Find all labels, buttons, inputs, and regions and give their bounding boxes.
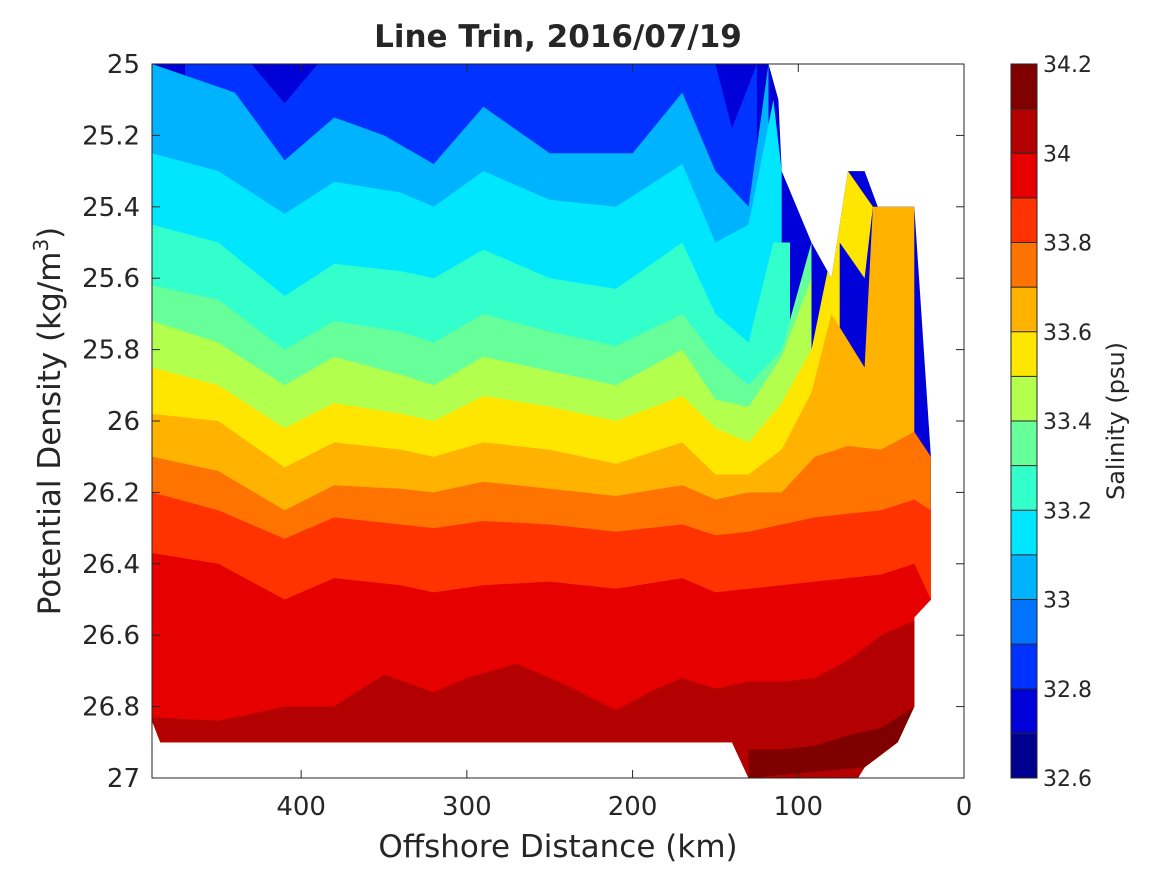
y-tick-label: 26.4 xyxy=(82,550,140,580)
salinity-contour-bands xyxy=(152,64,931,778)
colorbar-swatch xyxy=(1011,733,1037,779)
y-axis-ticks: 25 25.2 25.4 25.6 25.8 26 26.2 26.4 26.6 26.8 27 xyxy=(82,50,964,794)
chart-title: Line Trin, 2016/07/19 xyxy=(374,19,742,55)
colorbar xyxy=(1011,63,1037,779)
x-tick-label: 400 xyxy=(276,792,326,822)
colorbar-swatch xyxy=(1011,197,1037,243)
colorbar-ticks: 32.6 32.8 33 33.2 33.4 33.6 33.8 34 34.2 xyxy=(1043,53,1092,792)
colorbar-tick-label: 33.2 xyxy=(1043,499,1092,524)
colorbar-swatch xyxy=(1011,331,1037,377)
y-tick-label: 26.8 xyxy=(82,693,140,723)
colorbar-swatch xyxy=(1011,376,1037,422)
y-axis-label: Potential Density (kg/m3) xyxy=(29,227,68,616)
colorbar-swatch xyxy=(1011,688,1037,734)
y-axis-label-close: ) xyxy=(32,227,68,239)
y-tick-label: 25.8 xyxy=(82,336,140,366)
colorbar-frame xyxy=(1010,63,1038,779)
y-axis-label-superscript: 3 xyxy=(29,239,53,252)
x-axis-label: Offshore Distance (km) xyxy=(378,829,737,865)
y-tick-label: 25 xyxy=(107,50,140,80)
x-axis-ticks: 400 300 200 100 0 xyxy=(276,64,972,822)
colorbar-swatch xyxy=(1011,421,1037,467)
y-tick-label: 25.2 xyxy=(82,121,140,151)
colorbar-swatch xyxy=(1011,644,1037,690)
x-tick-label: 100 xyxy=(773,792,823,822)
colorbar-swatch xyxy=(1011,242,1037,288)
colorbar-label: Salinity (psu) xyxy=(1102,342,1130,500)
salinity-band-34 xyxy=(152,599,931,778)
y-tick-label: 26.2 xyxy=(82,478,140,508)
colorbar-swatch xyxy=(1011,64,1037,110)
colorbar-swatch xyxy=(1011,599,1037,645)
colorbar-tick-label: 34.2 xyxy=(1043,53,1092,78)
y-axis-label-main: Potential Density (kg/m xyxy=(32,252,68,616)
y-tick-label: 26.6 xyxy=(82,621,140,651)
colorbar-tick-label: 33.6 xyxy=(1043,321,1092,346)
x-tick-label: 200 xyxy=(608,792,658,822)
colorbar-tick-label: 33.8 xyxy=(1043,232,1092,257)
colorbar-tick-label: 34 xyxy=(1043,142,1071,167)
colorbar-swatch xyxy=(1011,465,1037,511)
colorbar-tick-label: 32.6 xyxy=(1043,767,1092,792)
colorbar-swatch xyxy=(1011,554,1037,600)
colorbar-tick-label: 32.8 xyxy=(1043,678,1092,703)
y-tick-label: 25.4 xyxy=(82,193,140,223)
y-tick-label: 27 xyxy=(107,764,140,794)
y-tick-label: 25.6 xyxy=(82,264,140,294)
salinity-band-34-1 xyxy=(748,706,915,778)
colorbar-swatch xyxy=(1011,153,1037,199)
x-tick-label: 0 xyxy=(956,792,973,822)
colorbar-tick-label: 33.4 xyxy=(1043,410,1092,435)
y-tick-label: 26 xyxy=(107,407,140,437)
colorbar-swatch xyxy=(1011,287,1037,333)
colorbar-swatch xyxy=(1011,108,1037,154)
colorbar-tick-label: 33 xyxy=(1043,589,1071,614)
colorbar-swatch xyxy=(1011,510,1037,556)
x-tick-label: 300 xyxy=(442,792,492,822)
